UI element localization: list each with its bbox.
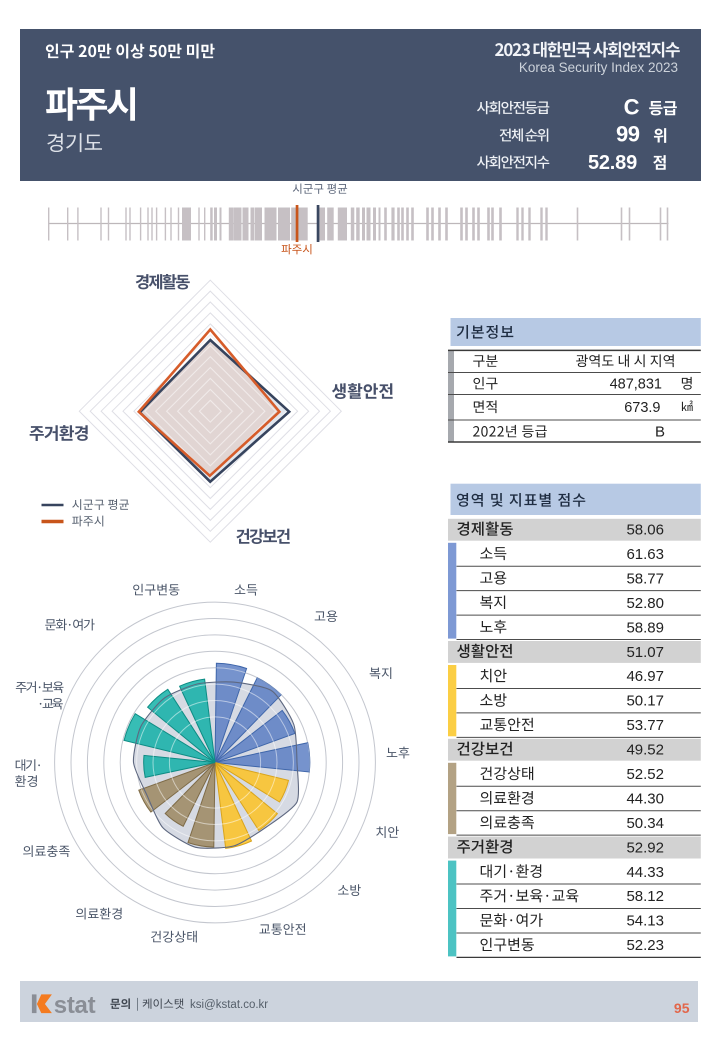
svg-text:52.92: 52.92 bbox=[626, 839, 664, 856]
svg-text:ksi@kstat.co.kr: ksi@kstat.co.kr bbox=[190, 999, 268, 1011]
svg-text:58.12: 58.12 bbox=[626, 888, 664, 905]
svg-text:51.07: 51.07 bbox=[626, 644, 664, 661]
svg-text:54.13: 54.13 bbox=[626, 913, 664, 930]
svg-text:50.34: 50.34 bbox=[626, 815, 664, 832]
svg-text:487,831: 487,831 bbox=[610, 377, 662, 393]
svg-text:58.06: 58.06 bbox=[626, 522, 664, 539]
svg-text:50.17: 50.17 bbox=[626, 693, 664, 710]
svg-text:C: C bbox=[624, 95, 640, 120]
svg-text:99: 99 bbox=[616, 122, 640, 147]
svg-text:95: 95 bbox=[674, 1000, 690, 1016]
svg-text:44.30: 44.30 bbox=[626, 791, 664, 808]
svg-text:49.52: 49.52 bbox=[626, 742, 664, 759]
svg-text:58.89: 58.89 bbox=[626, 619, 664, 636]
svg-text:44.33: 44.33 bbox=[626, 864, 664, 881]
svg-text:673.9: 673.9 bbox=[624, 400, 660, 416]
svg-text:52.23: 52.23 bbox=[626, 937, 664, 954]
svg-text:Korea Security Index 2023: Korea Security Index 2023 bbox=[519, 60, 678, 75]
svg-text:B: B bbox=[655, 424, 665, 441]
svg-text:61.63: 61.63 bbox=[626, 546, 664, 563]
svg-text:46.97: 46.97 bbox=[626, 668, 664, 685]
svg-text:stat: stat bbox=[54, 992, 96, 1019]
svg-text:52.52: 52.52 bbox=[626, 766, 664, 783]
svg-text:58.77: 58.77 bbox=[626, 570, 664, 587]
svg-text:52.89: 52.89 bbox=[588, 152, 637, 174]
svg-text:52.80: 52.80 bbox=[626, 595, 664, 612]
svg-text:53.77: 53.77 bbox=[626, 717, 664, 734]
